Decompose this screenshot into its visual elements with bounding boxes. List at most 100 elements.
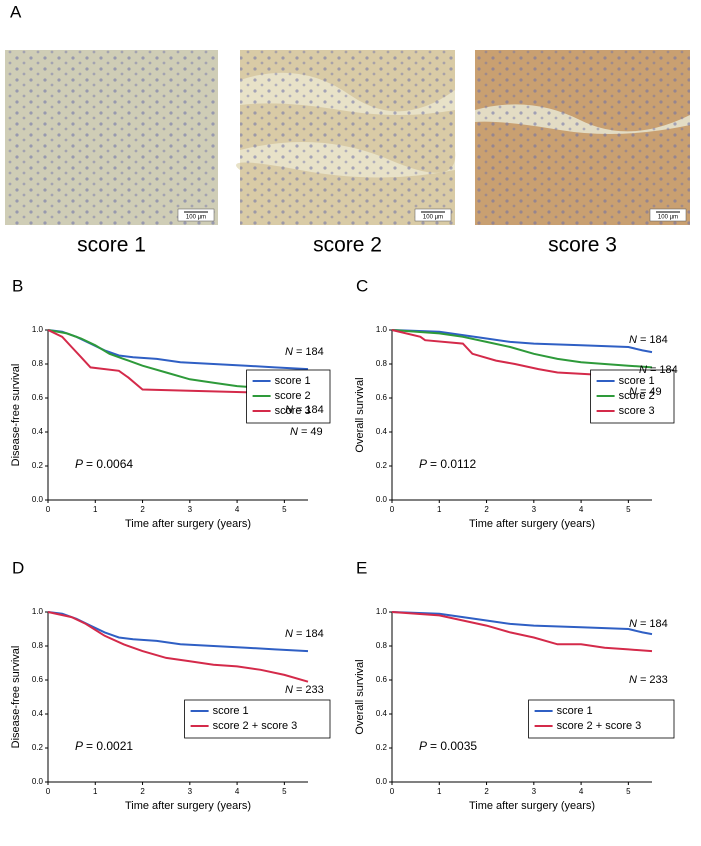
x-tick-label: 0 <box>46 787 51 796</box>
image-label: score 2 <box>313 234 382 257</box>
survival-curve <box>391 329 653 369</box>
y-tick-label: 0.4 <box>32 427 44 436</box>
x-tick-label: 3 <box>532 505 537 514</box>
x-tick-label: 4 <box>579 505 584 514</box>
p-italic: P <box>419 739 427 753</box>
legend-box <box>528 699 675 739</box>
n-italic: N <box>629 334 637 346</box>
y-tick-label: 0.4 <box>32 709 44 718</box>
n-italic: N <box>285 628 293 640</box>
n-italic: N <box>285 684 293 696</box>
image-label: score 1 <box>77 234 146 257</box>
y-tick-label: 0.2 <box>32 461 44 470</box>
y-tick-label: 0.8 <box>32 641 44 650</box>
n-label: N = 49 <box>290 426 323 438</box>
image-label: score 3 <box>548 234 617 257</box>
y-tick-label: 0.6 <box>376 675 388 684</box>
chart: D 0.0 0.2 0.4 0.6 0.8 1.0 0 1 2 3 4 5 Time after surg… <box>10 558 331 812</box>
y-tick-label: 0.2 <box>376 743 388 752</box>
x-tick-label: 1 <box>93 787 98 796</box>
x-axis-label: Time after surgery (years) <box>125 800 251 812</box>
legend-label: score 3 <box>619 405 655 417</box>
n-italic: N <box>629 386 637 398</box>
survival-curve <box>47 611 309 683</box>
n-value: = 233 <box>640 674 668 686</box>
n-italic: N <box>639 364 647 376</box>
y-tick-label: 0.0 <box>32 777 44 786</box>
n-value: = 184 <box>296 346 324 358</box>
x-tick-label: 2 <box>140 505 145 514</box>
x-tick-label: 1 <box>437 505 442 514</box>
p-value: P = 0.0035 <box>419 739 477 753</box>
p-text: = 0.0112 <box>430 457 476 471</box>
legend-label: score 1 <box>557 705 593 717</box>
p-italic: P <box>75 739 83 753</box>
n-label: N = 49 <box>629 386 662 398</box>
survival-curve <box>391 329 653 354</box>
p-text: = 0.0021 <box>86 739 133 753</box>
n-italic: N <box>290 426 298 438</box>
y-tick-label: 1.0 <box>32 607 44 616</box>
y-tick-label: 0.8 <box>376 359 388 368</box>
panel-letter: C <box>356 276 368 295</box>
chart: E 0.0 0.2 0.4 0.6 0.8 1.0 0 1 2 3 4 5 Time after surg… <box>354 558 675 812</box>
x-axis-label: Time after surgery (years) <box>469 800 595 812</box>
panel-letter: E <box>356 558 367 577</box>
n-value: = 184 <box>296 404 324 416</box>
n-italic: N <box>629 618 637 630</box>
survival-curve <box>47 611 309 653</box>
x-tick-label: 5 <box>626 787 631 796</box>
survival-curve <box>391 611 653 636</box>
n-italic: N <box>285 346 293 358</box>
y-axis-label: Overall survival <box>354 377 366 452</box>
legend-label: score 2 <box>275 390 311 402</box>
x-tick-label: 0 <box>390 787 395 796</box>
n-value: = 184 <box>640 334 668 346</box>
y-tick-label: 0.0 <box>376 495 388 504</box>
legend-label: score 1 <box>275 375 311 387</box>
y-tick-label: 0.4 <box>376 709 388 718</box>
n-label: N = 233 <box>285 684 324 696</box>
x-tick-label: 3 <box>188 787 193 796</box>
p-value: P = 0.0021 <box>75 739 133 753</box>
legend-label: score 1 <box>619 375 655 387</box>
image-texture <box>5 50 218 225</box>
x-tick-label: 2 <box>140 787 145 796</box>
p-text: = 0.0064 <box>86 457 133 471</box>
y-tick-label: 0.2 <box>376 461 388 470</box>
x-tick-label: 3 <box>188 505 193 514</box>
y-tick-label: 1.0 <box>376 607 388 616</box>
n-label: N = 184 <box>285 346 324 358</box>
n-value: = 184 <box>296 628 324 640</box>
x-tick-label: 2 <box>484 787 489 796</box>
panel-letter: B <box>12 276 23 295</box>
survival-curve <box>391 329 652 377</box>
n-label: N = 184 <box>639 364 678 376</box>
legend-label: score 3 <box>275 405 311 417</box>
x-tick-label: 5 <box>282 787 287 796</box>
x-tick-label: 5 <box>282 505 287 514</box>
n-label: N = 184 <box>285 404 324 416</box>
image-texture <box>475 50 690 225</box>
legend-label: score 2 + score 3 <box>557 720 642 732</box>
y-tick-label: 0.2 <box>32 743 44 752</box>
y-tick-label: 0.8 <box>376 641 388 650</box>
x-tick-label: 2 <box>484 505 489 514</box>
panel-letter: D <box>12 558 24 577</box>
legend-box <box>184 699 331 739</box>
n-italic: N <box>285 404 293 416</box>
x-tick-label: 4 <box>235 505 240 514</box>
legend-label: score 1 <box>213 705 249 717</box>
n-value: = 184 <box>640 618 668 630</box>
y-tick-label: 0.0 <box>32 495 44 504</box>
n-value: = 49 <box>640 386 662 398</box>
chart: C 0.0 0.2 0.4 0.6 0.8 1.0 0 1 2 3 4 5 Time after surg… <box>354 276 678 529</box>
y-axis-label: Disease-free survival <box>10 364 22 467</box>
x-tick-label: 0 <box>46 505 51 514</box>
n-value: = 49 <box>301 426 323 438</box>
scale-bar-label: 100 µm <box>423 215 443 221</box>
panel-letter: A <box>10 2 22 21</box>
x-tick-label: 4 <box>579 787 584 796</box>
chart: B 0.0 0.2 0.4 0.6 0.8 1.0 0 1 2 3 4 5 Time after surg… <box>10 276 331 530</box>
